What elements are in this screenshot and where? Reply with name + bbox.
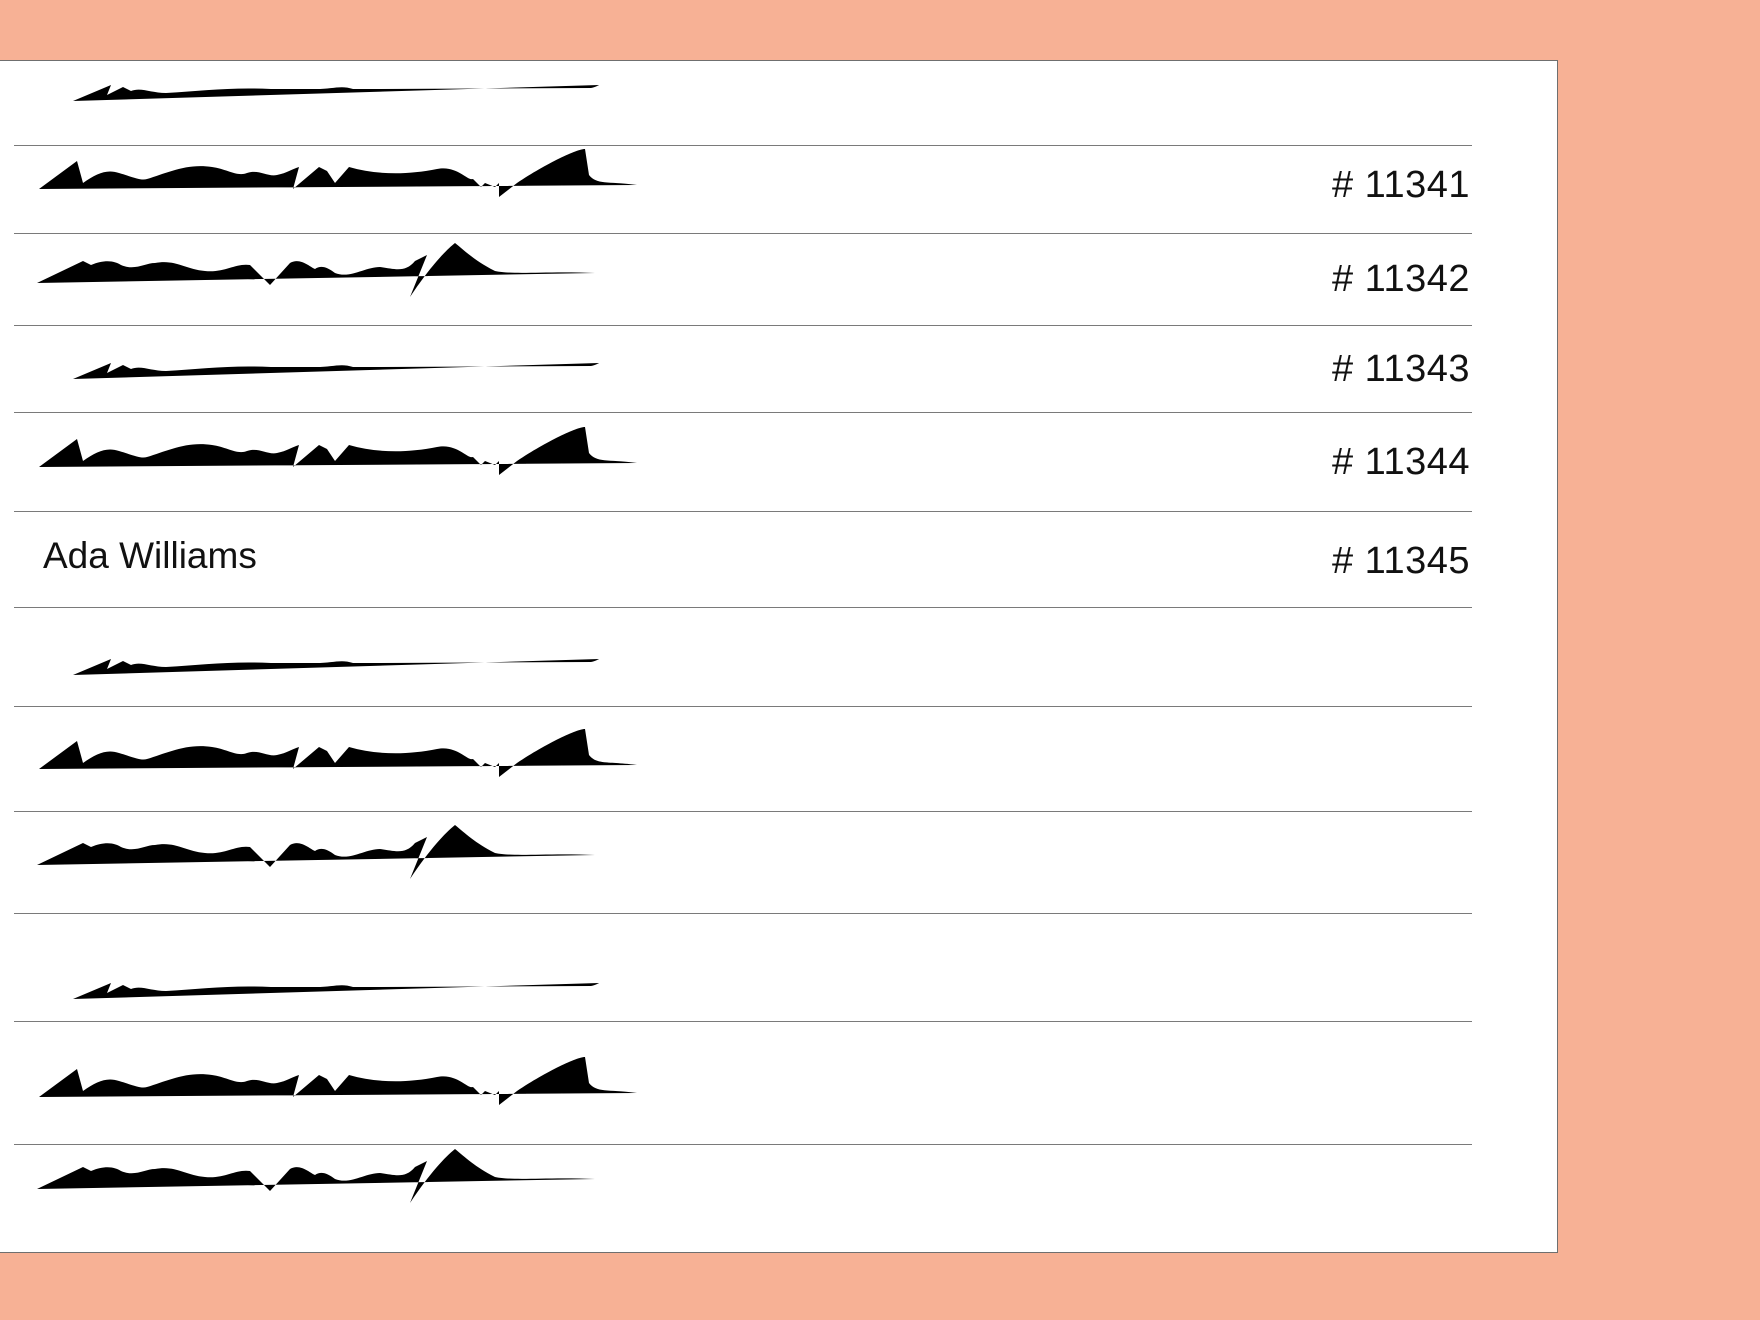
row-divider: [14, 325, 1472, 326]
signature-icon: [73, 85, 599, 101]
row-number: # 11342: [1331, 258, 1470, 300]
row-divider: [14, 607, 1472, 608]
printed-name: Ada Williams: [43, 535, 257, 576]
signature-icon: [39, 149, 637, 197]
signature-sheet: # 11341 # 11342 # 11343 # 11344 # 11345 …: [0, 60, 1558, 1253]
signature-icon: [73, 983, 599, 999]
row-number: # 11344: [1331, 441, 1470, 483]
signature-icon: [37, 1149, 595, 1203]
row-divider: [14, 511, 1472, 512]
row-divider: [14, 233, 1472, 234]
row-divider: [14, 412, 1472, 413]
signature-icon: [73, 363, 599, 379]
signature-icon: [37, 243, 595, 297]
row-divider: [14, 706, 1472, 707]
row-number: # 11345: [1331, 540, 1470, 582]
signature-icon: [73, 659, 599, 675]
signature-icon: [39, 1057, 637, 1105]
signature-icon: [39, 427, 637, 475]
row-divider: [14, 1021, 1472, 1022]
signature-icon: [39, 729, 637, 777]
row-divider: [14, 811, 1472, 812]
row-number: # 11341: [1331, 164, 1470, 206]
row-number: # 11343: [1331, 348, 1470, 390]
row-divider: [14, 913, 1472, 914]
row-divider: [14, 1144, 1472, 1145]
signature-icon: [37, 825, 595, 879]
row-divider: [14, 145, 1472, 146]
